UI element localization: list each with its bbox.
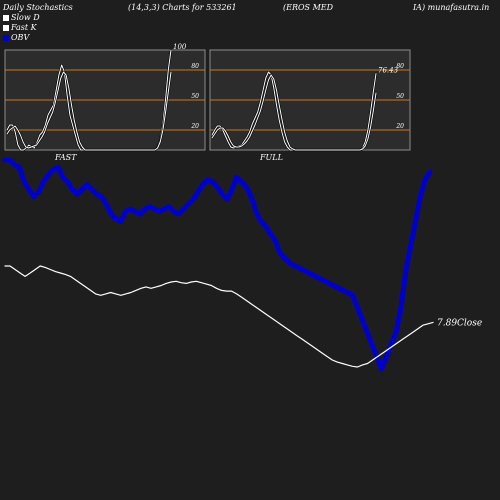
fast-panel-caption: FAST [54,153,77,162]
full-series-1 [211,74,377,151]
legend-fast-k-label: Fast K [11,23,37,32]
fast-ytick-label: 50 [191,93,199,100]
fast-ytick-label: 80 [191,63,199,70]
legend-fast-k-swatch [3,25,9,31]
full-ytick-label: 80 [396,63,404,70]
fast-last-value-label: 100 [173,43,187,51]
legend-slow-d-label: Slow D [11,13,40,22]
full-ytick-label: 20 [395,123,404,130]
legend-obv: OBV [3,33,29,42]
full-panel-caption: FULL [259,153,283,162]
close-last-label: 7.89Close [437,318,482,328]
close-line [4,265,434,368]
full-ytick-label: 50 [396,93,404,100]
header-company-b: IA) munafasutra.in [413,3,490,12]
legend-slow-d: Slow D [3,13,40,22]
full-last-value-label: 76.43 [378,67,399,75]
legend-fast-k: Fast K [3,23,37,32]
legend-obv-label: OBV [11,33,30,42]
header-title: Daily Stochastics [3,3,73,12]
legend-slow-d-swatch [3,15,9,21]
fast-series-1 [6,71,172,151]
fast-ytick-label: 20 [190,123,199,130]
obv-line [2,157,433,372]
legend-obv-swatch [3,35,9,41]
header-params: (14,3,3) Charts for 533261 [128,3,237,12]
header-company-a: (EROS MED [283,3,334,12]
